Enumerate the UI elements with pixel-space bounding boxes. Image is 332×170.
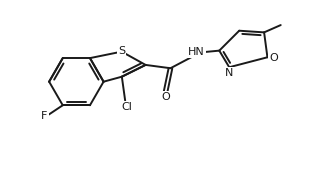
Text: O: O [161,92,170,102]
Text: HN: HN [188,47,205,57]
Text: N: N [224,67,233,78]
Text: O: O [269,53,278,63]
Text: Cl: Cl [121,102,132,112]
Text: F: F [41,111,48,121]
Text: S: S [118,46,125,56]
